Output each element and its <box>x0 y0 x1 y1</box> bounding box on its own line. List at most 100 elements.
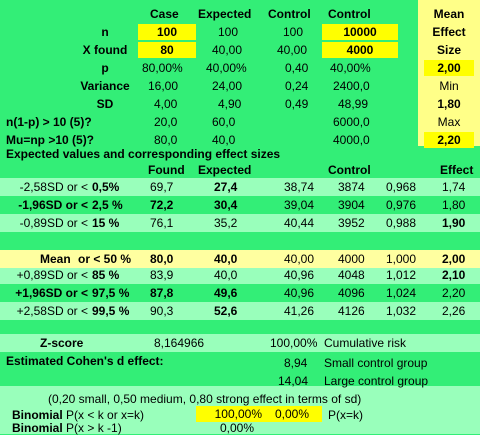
zscore-value: 8,164966 <box>154 336 205 350</box>
band-row-1 <box>0 178 480 196</box>
control-n-input[interactable]: 10000 <box>322 24 398 40</box>
label-mu: Mu=np >10 (5)? <box>6 133 95 147</box>
control2-n1p: 6000,0 <box>333 115 370 129</box>
binomial-label: Binomial <box>12 408 63 422</box>
case-n-input[interactable]: 100 <box>138 24 196 40</box>
case-variance: 16,00 <box>148 79 179 93</box>
effect-row-label-b: 97,5 % <box>92 286 130 300</box>
section2-title: Expected values and corresponding effect… <box>6 147 281 161</box>
header-mean: Mean <box>433 7 465 21</box>
label-n: n <box>101 25 109 39</box>
effect-row-control: 38,74 <box>284 180 315 194</box>
effect-row-label-b: 0,5% <box>92 180 120 194</box>
effect-row-expected: 35,2 <box>214 216 238 230</box>
effect-row-ratio: 1,024 <box>386 286 417 300</box>
label-p: p <box>101 61 109 75</box>
effect-row-expected: 27,4 <box>214 180 238 194</box>
control2-variance: 2400,0 <box>333 79 370 93</box>
expected-n: 100 <box>218 25 239 39</box>
control-x-input[interactable]: 4000 <box>322 42 398 58</box>
control-p: 0,40 <box>285 61 309 75</box>
effect-row-found: 72,2 <box>150 198 174 212</box>
effect-row-label-a: -2,58SD or < <box>19 180 88 194</box>
cohen-large-value: 14,04 <box>278 374 309 388</box>
cumulative-risk-label: Cumulative risk <box>324 336 407 350</box>
case-mu: 80,0 <box>154 133 178 147</box>
band-row-3 <box>0 214 480 232</box>
control-variance: 0,24 <box>285 79 309 93</box>
min-label: Min <box>439 79 459 93</box>
header-control-2: Control <box>328 7 371 21</box>
header-effect: Effect <box>432 25 466 39</box>
section2-header-expected: Expected <box>198 163 252 177</box>
effect-row-label-a: +1,96SD or < <box>15 286 88 300</box>
effect-row-ratio: 0,976 <box>386 198 417 212</box>
cohen-small-label: Small control group <box>324 356 428 370</box>
header-expected: Expected <box>198 7 252 21</box>
binomial-row2-v1: 0,00% <box>220 421 255 435</box>
binomial-row-1: Binomial P(x < k or x=k) <box>12 407 144 423</box>
section2-header-control: Control <box>328 163 371 177</box>
effect-row-expected: 40,0 <box>214 268 238 282</box>
effect-row-effect: 2,10 <box>442 268 466 282</box>
effect-row-control2: 3874 <box>338 180 365 194</box>
case-x-input[interactable]: 80 <box>138 42 196 58</box>
binomial-v2: 0,00% <box>262 406 322 422</box>
binomial-text-2: P(x > k -1) <box>66 421 122 435</box>
effect-row-control2: 4126 <box>338 304 365 318</box>
label-n1p: n(1-p) > 10 (5)? <box>6 115 92 129</box>
label-x-found: X found <box>82 43 128 57</box>
expected-x: 40,00 <box>212 43 243 57</box>
effect-row-control: 41,26 <box>284 304 315 318</box>
expected-mu: 40,0 <box>212 133 236 147</box>
effect-row-found: 69,7 <box>150 180 174 194</box>
band-mean-row <box>0 250 480 268</box>
max-label: Max <box>437 115 461 129</box>
effect-row-control: 40,96 <box>284 286 315 300</box>
header-case: Case <box>150 7 179 21</box>
effect-row-effect: 2,26 <box>442 304 466 318</box>
section2-header-found: Found <box>148 163 185 177</box>
min-value: 1,80 <box>437 97 461 111</box>
effect-row-expected: 52,6 <box>214 304 238 318</box>
mean-effect-value: 2,00 <box>424 60 474 76</box>
label-variance: Variance <box>80 79 130 93</box>
effect-row-expected: 40,0 <box>214 252 238 266</box>
effect-row-label-b: 99,5 % <box>92 304 130 318</box>
binomial-row-2: Binomial P(x > k -1) <box>12 422 122 434</box>
case-sd: 4,00 <box>154 97 178 111</box>
effect-row-effect: 2,20 <box>442 286 466 300</box>
control2-sd: 48,99 <box>338 97 369 111</box>
binomial-text: P(x < k or x=k) <box>66 408 145 422</box>
effect-row-control2: 3904 <box>338 198 365 212</box>
effect-row-effect: 2,00 <box>442 252 466 266</box>
effect-row-found: 83,9 <box>150 268 174 282</box>
max-value: 2,20 <box>424 132 474 148</box>
effect-row-label-a: +2,58SD or < <box>16 304 88 318</box>
effect-row-found: 80,0 <box>150 252 174 266</box>
effect-row-label-a: -0,89SD or < <box>19 216 88 230</box>
section2-header-effect: Effect <box>440 163 474 177</box>
band-row-5 <box>0 266 480 284</box>
effect-row-label-a: -1,96SD or < <box>18 198 88 212</box>
control-x: 40,00 <box>277 43 308 57</box>
effect-row-ratio: 1,032 <box>386 304 417 318</box>
effect-row-control2: 3952 <box>338 216 365 230</box>
expected-n1p: 60,0 <box>212 115 236 129</box>
expected-p: 40,00% <box>206 61 247 75</box>
effect-row-effect: 1,74 <box>442 180 466 194</box>
effect-row-effect: 1,80 <box>442 198 466 212</box>
effect-row-ratio: 1,012 <box>386 268 417 282</box>
band-row-7 <box>0 302 480 320</box>
header-control: Control <box>268 7 311 21</box>
binomial-label-2: Binomial <box>12 421 63 435</box>
effect-row-expected: 49,6 <box>214 286 238 300</box>
effect-row-label-b: 2,5 % <box>92 198 123 212</box>
effect-row-control: 40,44 <box>284 216 315 230</box>
control2-mu: 4000,0 <box>333 133 370 147</box>
control2-p: 40,00% <box>330 61 371 75</box>
effect-row-ratio: 1,000 <box>386 252 417 266</box>
effect-row-label-a: Mean <box>40 252 71 266</box>
effect-row-control: 40,96 <box>284 268 315 282</box>
cohen-small-value: 8,94 <box>284 356 308 370</box>
